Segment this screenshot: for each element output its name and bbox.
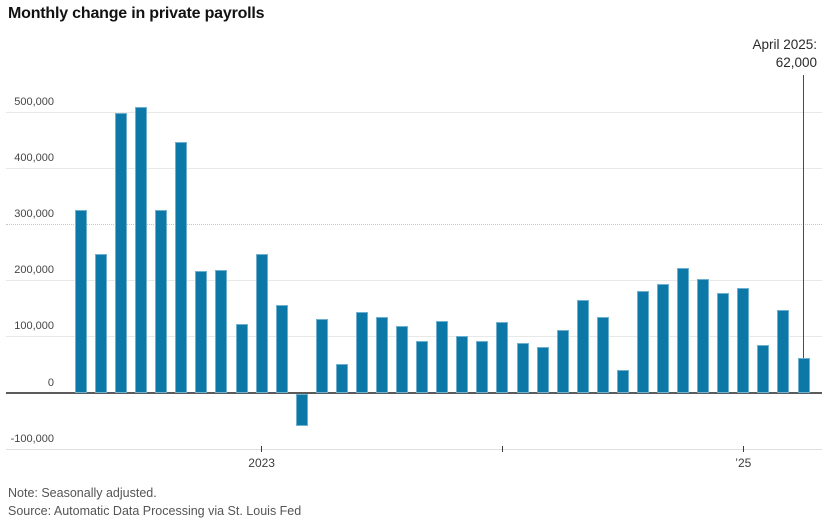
gridline--100000 [6,448,822,450]
bar-mar-2025 [777,309,790,394]
bar-nov-2023 [456,336,469,394]
bar-jan-2025 [737,288,750,394]
bar-aug-2024 [636,291,649,394]
bar-feb-2024 [516,342,529,394]
x-axis-tick [260,446,263,452]
bar-jan-2023 [255,253,268,394]
bar-feb-2023 [275,304,288,394]
y-axis-label: 400,000 [14,151,54,164]
bar-oct-2022 [195,271,208,394]
bar-nov-2022 [215,269,228,394]
y-axis-label: -100,000 [10,432,54,445]
chart-note: Note: Seasonally adjusted. [8,486,157,500]
bar-jun-2023 [355,311,368,394]
annotation-pointer-line [802,75,805,358]
gridline-200000 [6,280,822,282]
bar-may-2023 [335,364,348,394]
bar-dec-2022 [235,324,248,394]
bar-mar-2024 [536,347,549,394]
y-axis-label: 500,000 [14,95,54,108]
chart-title: Monthly change in private payrolls [8,5,265,22]
gridline-300000 [6,224,822,226]
bar-jun-2024 [596,317,609,394]
gridline-100000 [6,336,822,338]
bar-oct-2024 [677,267,690,394]
bar-jan-2024 [496,321,509,394]
bar-oct-2023 [436,320,449,394]
bar-may-2022 [95,253,108,394]
bar-jul-2022 [135,107,148,394]
bar-feb-2025 [757,345,770,394]
zero-axis-line [6,391,822,394]
bar-jul-2023 [376,316,389,394]
y-axis-label: 200,000 [14,264,54,277]
bar-apr-2023 [315,318,328,394]
bar-apr-2025 [797,357,810,394]
bar-aug-2023 [396,326,409,394]
x-axis-label: ’25 [735,456,752,470]
bar-apr-2024 [556,329,569,394]
bar-sep-2024 [657,284,670,394]
bar-dec-2024 [717,293,730,394]
x-axis-tick [742,446,745,452]
y-axis-label: 0 [47,376,54,389]
y-axis-label: 300,000 [14,208,54,221]
bar-apr-2022 [75,210,87,394]
bar-nov-2024 [697,279,710,394]
bar-sep-2023 [416,340,429,394]
x-axis-label: 2023 [248,456,275,470]
x-axis-tick [501,446,504,452]
y-axis-label: 100,000 [14,320,54,333]
bar-aug-2022 [155,210,168,394]
bar-dec-2023 [476,340,489,394]
bar-jun-2022 [115,112,128,394]
annotation-value: 62,000 [775,55,817,70]
annotation-april-2025: April 2025: 62,000 [752,36,817,72]
bar-sep-2022 [175,141,188,394]
chart-source: Source: Automatic Data Processing via St… [8,504,302,518]
bar-may-2024 [576,300,589,394]
gridline-400000 [6,167,822,169]
bar-jul-2024 [616,370,629,394]
annotation-label: April 2025: [752,37,817,52]
bar-mar-2023 [295,393,308,427]
gridline-500000 [6,111,822,113]
